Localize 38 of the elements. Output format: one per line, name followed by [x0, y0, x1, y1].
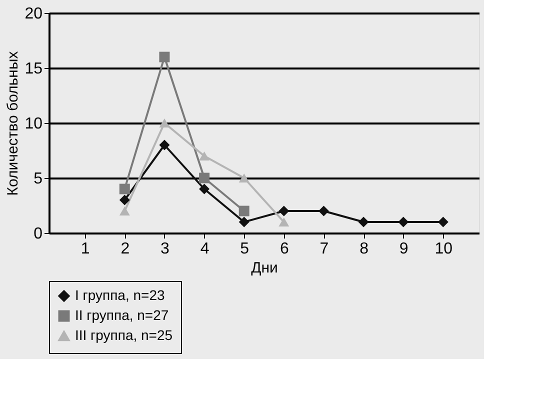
- x-tick-label: 7: [320, 240, 329, 258]
- point: [238, 216, 250, 228]
- x-tick-label: 10: [434, 240, 453, 258]
- y-tick-label: 10: [24, 116, 43, 132]
- point: [159, 140, 170, 150]
- point: [238, 206, 250, 216]
- y-tick-label: 5: [34, 170, 43, 188]
- point: [119, 184, 130, 194]
- y-tick-label: 0: [34, 226, 43, 242]
- point: [199, 184, 210, 194]
- x-tick-label: 2: [120, 240, 130, 258]
- y-tick-label: 15: [24, 60, 43, 78]
- x-tick-label: 5: [240, 240, 250, 258]
- x-axis-title: Дни: [251, 260, 278, 276]
- point: [119, 206, 130, 216]
- point: [278, 206, 290, 216]
- point: [159, 118, 170, 128]
- x-tick-label: 6: [280, 240, 289, 258]
- x-tick-label: 3: [160, 240, 170, 258]
- point: [199, 172, 210, 184]
- x-tick-label: 4: [200, 240, 210, 258]
- point: [159, 52, 170, 62]
- legend-label: III группа, n=25: [75, 327, 173, 343]
- point: [119, 194, 130, 206]
- x-tick-label: 1: [80, 240, 90, 258]
- legend-label: I группа, n=23: [75, 287, 165, 303]
- x-tick-label: 9: [399, 240, 408, 258]
- point: [199, 151, 210, 161]
- point: [358, 216, 369, 228]
- point: [398, 216, 409, 228]
- point: [238, 173, 250, 183]
- point: [318, 206, 329, 216]
- x-tick-label: 8: [360, 240, 369, 258]
- y-tick-label: 20: [24, 6, 43, 22]
- point: [438, 216, 448, 228]
- legend-label: II группа, n=27: [75, 307, 169, 323]
- y-axis-title: Количество больных: [4, 50, 22, 196]
- point: [278, 217, 290, 227]
